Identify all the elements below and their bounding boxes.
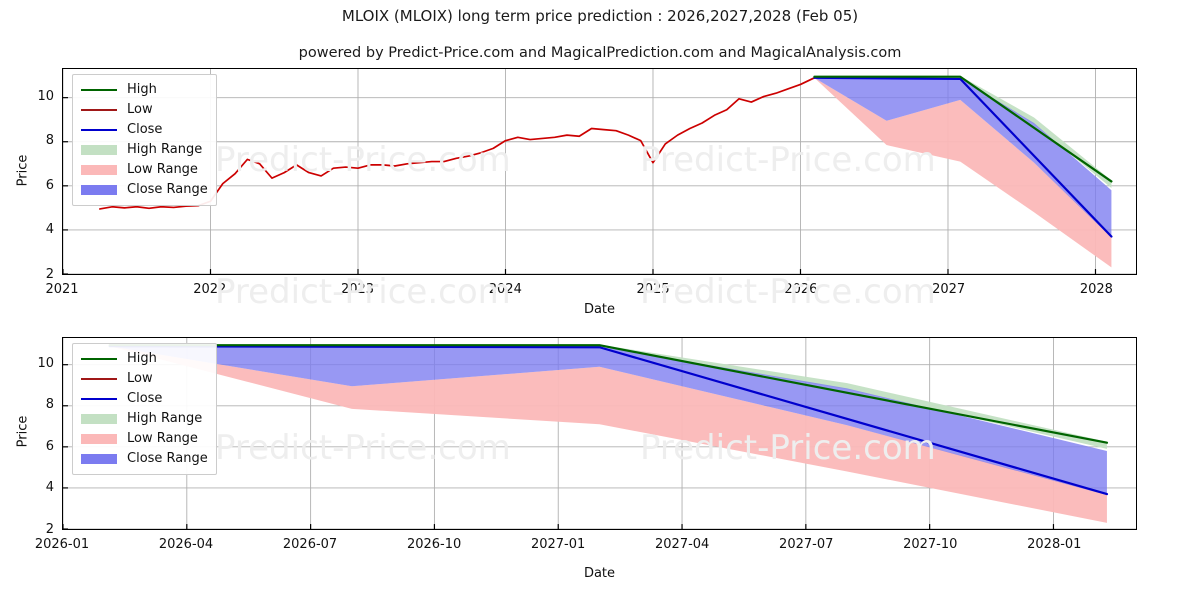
bottom-chart-legend-row-close: Close [79, 389, 208, 409]
top-chart-x-tick: 2026 [784, 282, 818, 297]
top-chart-legend-swatch-high-range-icon [79, 143, 119, 157]
top-chart-x-tick: 2027 [932, 282, 966, 297]
bottom-chart-legend-swatch-close-icon [79, 392, 119, 406]
top-chart-legend-row-close-range: Close Range [79, 180, 208, 200]
top-chart-x-tick: 2023 [340, 282, 375, 297]
bottom-chart-legend-row-high: High [79, 349, 208, 369]
top-chart-legend-swatch-close-icon [79, 123, 119, 137]
bottom-chart-legend-label: Close [127, 391, 163, 406]
top-chart-legend: High Low Close High Range Low Range Close Ran… [72, 74, 217, 206]
top-chart-legend-row-low-range: Low Range [79, 160, 208, 180]
bottom-chart-series-close [108, 345, 1109, 496]
bottom-chart-x-tick: 2026-01 [34, 537, 90, 552]
page-title: MLOIX (MLOIX) long term price prediction… [341, 7, 859, 25]
bottom-chart-legend-label: Close Range [127, 451, 208, 466]
bottom-chart-plot [63, 338, 1136, 529]
top-chart-y-tick: 4 [45, 222, 54, 238]
top-chart-y-tick: 10 [37, 88, 54, 104]
bottom-chart-y-tick: 6 [45, 438, 54, 454]
page-subtitle: powered by Predict-Price.com and Magical… [298, 45, 902, 61]
top-chart-legend-swatch-high-icon [79, 83, 119, 97]
bottom-chart-x-tick: 2026-04 [158, 537, 214, 552]
top-chart-legend-swatch-close-range-icon [79, 183, 119, 197]
top-chart-x-tick: 2022 [193, 282, 227, 297]
bottom-chart-legend-label: High Range [127, 411, 203, 426]
bottom-chart-legend-row-close-range: Close Range [79, 449, 208, 469]
top-chart-plot [63, 69, 1136, 274]
bottom-chart-x-tick: 2027-01 [530, 537, 586, 552]
bottom-chart-legend-label: High [127, 351, 157, 366]
top-chart-band-low-range [814, 77, 1112, 268]
bottom-chart-x-tick: 2026-10 [406, 537, 462, 552]
top-chart-series-low [99, 76, 816, 210]
top-chart-legend-label: Low [127, 102, 153, 117]
top-chart-axes [62, 68, 1137, 275]
top-chart-y-tick: 2 [45, 267, 54, 282]
top-chart-legend-label: High [127, 82, 157, 97]
top-chart-y-tick: 6 [45, 177, 54, 193]
bottom-chart-legend-label: Low [127, 371, 153, 386]
top-chart-legend-label: Low Range [127, 162, 198, 177]
bottom-chart-band-low-range [109, 346, 1107, 523]
bottom-chart-legend: High Low Close High Range Low Range Close Ran… [72, 343, 217, 475]
top-chart-x-axis-label: Date [583, 302, 616, 317]
bottom-chart-legend-row-low-range: Low Range [79, 429, 208, 449]
bottom-chart-x-tick: 2027-04 [655, 537, 710, 552]
top-chart-x-tick: 2024 [488, 282, 522, 297]
top-chart-series-close [813, 76, 1113, 238]
bottom-chart-legend-swatch-low-icon [79, 372, 119, 386]
top-chart-legend-swatch-low-range-icon [79, 163, 119, 177]
bottom-chart-legend-row-high-range: High Range [79, 409, 208, 429]
bottom-chart-legend-swatch-low-range-icon [79, 432, 119, 446]
bottom-chart-legend-swatch-close-range-icon [79, 452, 119, 466]
bottom-chart-x-tick: 2027-07 [779, 537, 834, 552]
bottom-chart-y-tick: 8 [45, 397, 54, 413]
bottom-chart-legend-swatch-high-range-icon [79, 412, 119, 426]
bottom-chart-axes [62, 337, 1137, 530]
top-chart-x-tick: 2025 [636, 282, 670, 297]
bottom-chart-y-tick: 2 [45, 522, 54, 537]
top-chart-legend-swatch-low-icon [79, 103, 119, 117]
top-chart-legend-row-high-range: High Range [79, 140, 208, 160]
bottom-chart-legend-row-low: Low [79, 369, 208, 389]
top-chart-legend-label: Close [127, 122, 163, 137]
top-chart-legend-row-low: Low [79, 100, 208, 120]
bottom-chart-band-close-range [109, 346, 1107, 496]
bottom-chart-x-axis-label: Date [583, 566, 616, 581]
top-chart-legend-row-close: Close [79, 120, 208, 140]
bottom-chart-x-tick: 2027-10 [903, 537, 958, 552]
top-chart-legend-row-high: High [79, 80, 208, 100]
bottom-chart-y-tick: 4 [45, 480, 54, 496]
top-chart-legend-label: Close Range [127, 182, 208, 197]
top-chart-x-tick: 2028 [1079, 282, 1113, 297]
bottom-chart-legend-swatch-high-icon [79, 352, 119, 366]
bottom-chart-series-high [108, 344, 1109, 444]
bottom-chart-x-tick: 2028-01 [1027, 537, 1082, 552]
top-chart-band-close-range [814, 77, 1112, 238]
top-chart-legend-label: High Range [127, 142, 203, 157]
top-chart-series-high [813, 75, 1113, 183]
top-chart-y-tick: 8 [45, 133, 54, 149]
bottom-chart-y-tick: 10 [37, 355, 54, 371]
bottom-chart-x-tick: 2026-07 [282, 537, 338, 552]
bottom-chart-legend-label: Low Range [127, 431, 198, 446]
top-chart-x-tick: 2021 [45, 282, 79, 297]
